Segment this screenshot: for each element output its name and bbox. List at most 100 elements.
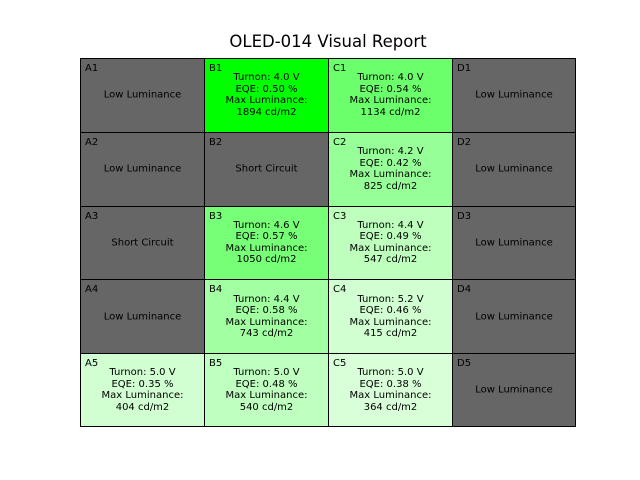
cell-metric-line: 1134 cd/m2	[360, 106, 421, 118]
cell-body: Turnon: 5.0 V EQE: 0.35 % Max Luminance: 40…	[81, 367, 204, 413]
cell-body: Short Circuit	[205, 163, 328, 175]
grid-cell-a2: A2 Low Luminance	[80, 131, 205, 207]
cell-metric-line: EQE: 0.48 %	[235, 378, 298, 390]
grid-cell-b2: B2 Short Circuit	[204, 131, 329, 207]
cell-metric-line: Turnon: 5.0 V	[233, 367, 300, 379]
cell-metric-line: Max Luminance:	[349, 169, 432, 181]
cell-metric-line: EQE: 0.46 %	[359, 305, 422, 317]
cell-body: Low Luminance	[453, 237, 575, 249]
cell-metric-line: Max Luminance:	[349, 242, 432, 254]
cell-metric-line: EQE: 0.49 %	[359, 231, 422, 243]
grid-cell-a3: A3 Short Circuit	[80, 205, 205, 281]
cell-id-label: D5	[457, 358, 472, 370]
cell-metric-line: Max Luminance:	[225, 390, 308, 402]
cell-metric-line: 540 cd/m2	[239, 401, 294, 413]
grid-cell-a1: A1 Low Luminance	[80, 58, 205, 133]
cell-body: Low Luminance	[453, 311, 575, 323]
cell-metric-line: EQE: 0.42 %	[359, 157, 422, 169]
cell-status-text: Low Luminance	[103, 163, 182, 175]
grid-cell-b1: B1 Turnon: 4.0 V EQE: 0.50 % Max Luminance:…	[204, 58, 329, 133]
cell-body: Turnon: 5.0 V EQE: 0.38 % Max Luminance: 36…	[329, 367, 452, 413]
cell-metric-line: Turnon: 4.0 V	[357, 72, 424, 84]
cell-status-text: Low Luminance	[475, 89, 553, 101]
grid-cell-b5: B5 Turnon: 5.0 V EQE: 0.48 % Max Luminance:…	[204, 353, 329, 427]
cell-metric-line: Max Luminance:	[349, 390, 432, 402]
cell-metric-line: 364 cd/m2	[363, 401, 418, 413]
cell-body: Low Luminance	[453, 384, 575, 396]
grid-cell-d5: D5 Low Luminance	[452, 353, 576, 427]
cell-metric-line: EQE: 0.54 %	[359, 83, 422, 95]
cell-body: Low Luminance	[453, 163, 575, 175]
chart-title: OLED-014 Visual Report	[229, 32, 427, 51]
cell-status-text: Short Circuit	[111, 237, 174, 249]
cell-id-label: A5	[85, 358, 99, 370]
cell-id-label: A4	[85, 284, 99, 296]
cell-metric-line: Turnon: 5.0 V	[357, 367, 424, 379]
cell-status-text: Short Circuit	[235, 163, 298, 175]
cell-metric-line: Turnon: 4.0 V	[233, 72, 300, 84]
grid-cell-d1: D1 Low Luminance	[452, 58, 576, 133]
grid-cell-d4: D4 Low Luminance	[452, 279, 576, 355]
cell-body: Low Luminance	[81, 163, 204, 175]
cell-id-label: C3	[333, 210, 347, 222]
cell-body: Turnon: 5.2 V EQE: 0.46 % Max Luminance: 41…	[329, 294, 452, 340]
cell-metric-line: 415 cd/m2	[363, 328, 418, 340]
cell-metric-line: Turnon: 5.0 V	[109, 367, 176, 379]
cell-metric-line: Max Luminance:	[101, 390, 184, 402]
cell-metric-line: Max Luminance:	[349, 95, 432, 107]
cell-body: Turnon: 4.4 V EQE: 0.58 % Max Luminance: 74…	[205, 294, 328, 340]
cell-metric-line: 1894 cd/m2	[236, 106, 297, 118]
cell-id-label: A1	[85, 63, 99, 74]
cell-body: Low Luminance	[81, 90, 204, 102]
cell-metric-line: Max Luminance:	[225, 95, 308, 107]
cell-id-label: A3	[85, 210, 99, 222]
cell-id-label: C5	[333, 358, 347, 370]
cell-body: Turnon: 4.0 V EQE: 0.50 % Max Luminance: 18…	[205, 72, 328, 118]
cell-id-label: C4	[333, 284, 347, 296]
cell-body: Low Luminance	[453, 90, 575, 102]
cell-status-text: Low Luminance	[475, 163, 553, 175]
cell-id-label: B3	[209, 210, 223, 222]
cell-id-label: B2	[209, 136, 223, 148]
cell-status-text: Low Luminance	[475, 384, 553, 396]
cell-body: Turnon: 4.0 V EQE: 0.54 % Max Luminance: 11…	[329, 72, 452, 118]
cell-metric-line: EQE: 0.57 %	[235, 231, 298, 243]
cell-body: Turnon: 4.6 V EQE: 0.57 % Max Luminance: 10…	[205, 220, 328, 266]
cell-metric-line: Turnon: 4.4 V	[233, 293, 300, 305]
cell-metric-line: Turnon: 5.2 V	[357, 293, 424, 305]
grid-cell-c2: C2 Turnon: 4.2 V EQE: 0.42 % Max Luminance:…	[328, 131, 453, 207]
grid-cell-d3: D3 Low Luminance	[452, 205, 576, 281]
grid-cell-d2: D2 Low Luminance	[452, 131, 576, 207]
cell-metric-line: Turnon: 4.6 V	[233, 219, 300, 231]
cell-metric-line: Turnon: 4.2 V	[357, 146, 424, 158]
grid-cell-c5: C5 Turnon: 5.0 V EQE: 0.38 % Max Luminance:…	[328, 353, 453, 427]
cell-metric-line: EQE: 0.58 %	[235, 305, 298, 317]
grid-cell-a4: A4 Low Luminance	[80, 279, 205, 355]
cell-metric-line: Max Luminance:	[225, 316, 308, 328]
cell-id-label: D1	[457, 63, 472, 74]
grid-cell-c1: C1 Turnon: 4.0 V EQE: 0.54 % Max Luminance:…	[328, 58, 453, 133]
cell-metric-line: 743 cd/m2	[239, 328, 294, 340]
cell-status-text: Low Luminance	[475, 237, 553, 249]
cell-id-label: A2	[85, 136, 99, 148]
cell-status-text: Low Luminance	[103, 311, 182, 323]
cell-metric-line: 825 cd/m2	[363, 180, 418, 192]
cell-status-text: Low Luminance	[475, 311, 553, 323]
grid-cell-b4: B4 Turnon: 4.4 V EQE: 0.58 % Max Luminance:…	[204, 279, 329, 355]
grid-cell-c4: C4 Turnon: 5.2 V EQE: 0.46 % Max Luminance:…	[328, 279, 453, 355]
cell-body: Low Luminance	[81, 311, 204, 323]
device-grid: A1 Low Luminance B1 Turnon: 4.0 V EQE: 0.50 …	[80, 58, 576, 427]
cell-id-label: C2	[333, 136, 347, 148]
cell-metric-line: 1050 cd/m2	[236, 254, 297, 266]
grid-cell-a5: A5 Turnon: 5.0 V EQE: 0.35 % Max Luminance:…	[80, 353, 205, 427]
cell-metric-line: Max Luminance:	[225, 242, 308, 254]
cell-metric-line: 547 cd/m2	[363, 254, 418, 266]
cell-metric-line: EQE: 0.35 %	[111, 378, 174, 390]
cell-body: Turnon: 4.2 V EQE: 0.42 % Max Luminance: 82…	[329, 146, 452, 192]
cell-metric-line: 404 cd/m2	[115, 401, 170, 413]
cell-body: Short Circuit	[81, 237, 204, 249]
cell-metric-line: Turnon: 4.4 V	[357, 219, 424, 231]
cell-id-label: D3	[457, 210, 472, 222]
cell-metric-line: EQE: 0.50 %	[235, 83, 298, 95]
cell-id-label: C1	[333, 63, 347, 74]
